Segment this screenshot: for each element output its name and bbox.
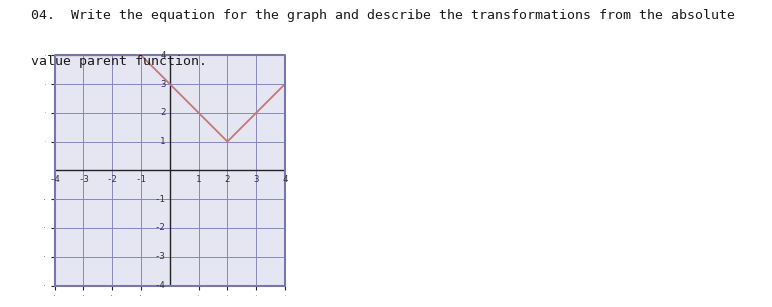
Text: -3: -3 [154,252,165,261]
Text: -2: -2 [154,223,165,232]
Text: -1: -1 [154,195,165,204]
Text: 3: 3 [160,80,165,88]
Text: -4: -4 [154,281,165,290]
Text: 2: 2 [160,108,165,117]
Text: 04.  Write the equation for the graph and describe the transformations from the : 04. Write the equation for the graph and… [31,9,735,22]
Text: -3: -3 [78,175,89,184]
Text: -2: -2 [107,175,117,184]
Text: -1: -1 [136,175,147,184]
Text: 4: 4 [283,175,288,184]
Text: value parent function.: value parent function. [31,55,207,68]
Text: -4: -4 [49,175,60,184]
Text: 2: 2 [225,175,230,184]
Text: 4: 4 [160,51,165,60]
Text: 1: 1 [160,137,165,146]
Text: 1: 1 [196,175,201,184]
Text: 3: 3 [253,175,259,184]
